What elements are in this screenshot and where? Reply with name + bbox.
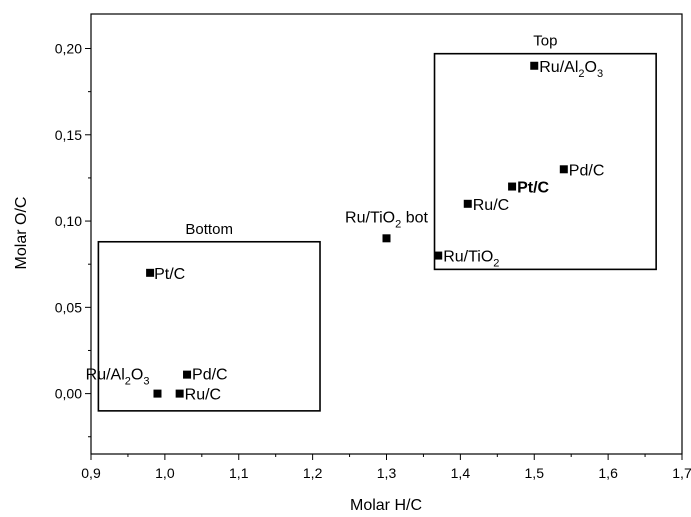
point-label: Ru/TiO2 bot bbox=[345, 209, 428, 230]
data-point bbox=[175, 389, 184, 398]
point-label: Ru/Al2O3 bbox=[539, 59, 603, 80]
region-box bbox=[433, 52, 657, 271]
data-point bbox=[153, 389, 162, 398]
plot-frame bbox=[90, 13, 683, 455]
data-point bbox=[530, 61, 539, 70]
x-tick-label: 1,1 bbox=[229, 465, 249, 481]
y-tick-label: 0,15 bbox=[55, 127, 82, 143]
x-tick-label: 1,7 bbox=[672, 465, 691, 481]
data-point bbox=[146, 268, 155, 277]
regions-layer: Bottom Top bbox=[97, 33, 657, 412]
point-label: Pd/C bbox=[192, 367, 228, 384]
data-point bbox=[559, 165, 568, 174]
point-label: Pt/C bbox=[517, 180, 549, 197]
point-label: Ru/C bbox=[473, 197, 509, 214]
axes-layer: 0,9 1,0 1,1 1,2 1,3 1,4 1,5 1,6 1,7 0,00 0,05 0,10 0… bbox=[55, 13, 691, 481]
y-tick-label: 0,00 bbox=[55, 386, 82, 402]
points-layer: Pt/C Ru/Al2O3 Ru/C Pd/C Ru/TiO2 bot Ru/TiO2 Ru… bbox=[86, 59, 605, 404]
point-label: Pt/C bbox=[154, 266, 185, 283]
y-tick-label: 0,20 bbox=[55, 41, 82, 57]
point-label: Pd/C bbox=[569, 162, 605, 179]
region-box bbox=[97, 240, 321, 412]
x-tick-label: 1,3 bbox=[377, 465, 397, 481]
data-point bbox=[508, 182, 517, 191]
data-point bbox=[463, 199, 472, 208]
data-point bbox=[183, 370, 192, 379]
x-tick-label: 0,9 bbox=[81, 465, 101, 481]
data-point bbox=[434, 251, 443, 260]
x-tick-label: 1,4 bbox=[451, 465, 471, 481]
y-axis-title: Molar O/C bbox=[13, 197, 30, 270]
region-label: Bottom bbox=[185, 221, 233, 238]
x-tick-label: 1,6 bbox=[598, 465, 618, 481]
x-tick-label: 1,2 bbox=[303, 465, 323, 481]
region-label: Top bbox=[533, 33, 557, 50]
point-label: Ru/C bbox=[185, 387, 221, 404]
x-axis-title: Molar H/C bbox=[350, 497, 422, 514]
x-tick-label: 1,5 bbox=[525, 465, 545, 481]
point-label: Ru/TiO2 bbox=[443, 249, 499, 270]
point-label: Ru/Al2O3 bbox=[86, 367, 150, 388]
y-tick-label: 0,10 bbox=[55, 213, 82, 229]
x-tick-label: 1,0 bbox=[155, 465, 175, 481]
data-point bbox=[382, 234, 391, 243]
y-tick-label: 0,05 bbox=[55, 299, 82, 315]
